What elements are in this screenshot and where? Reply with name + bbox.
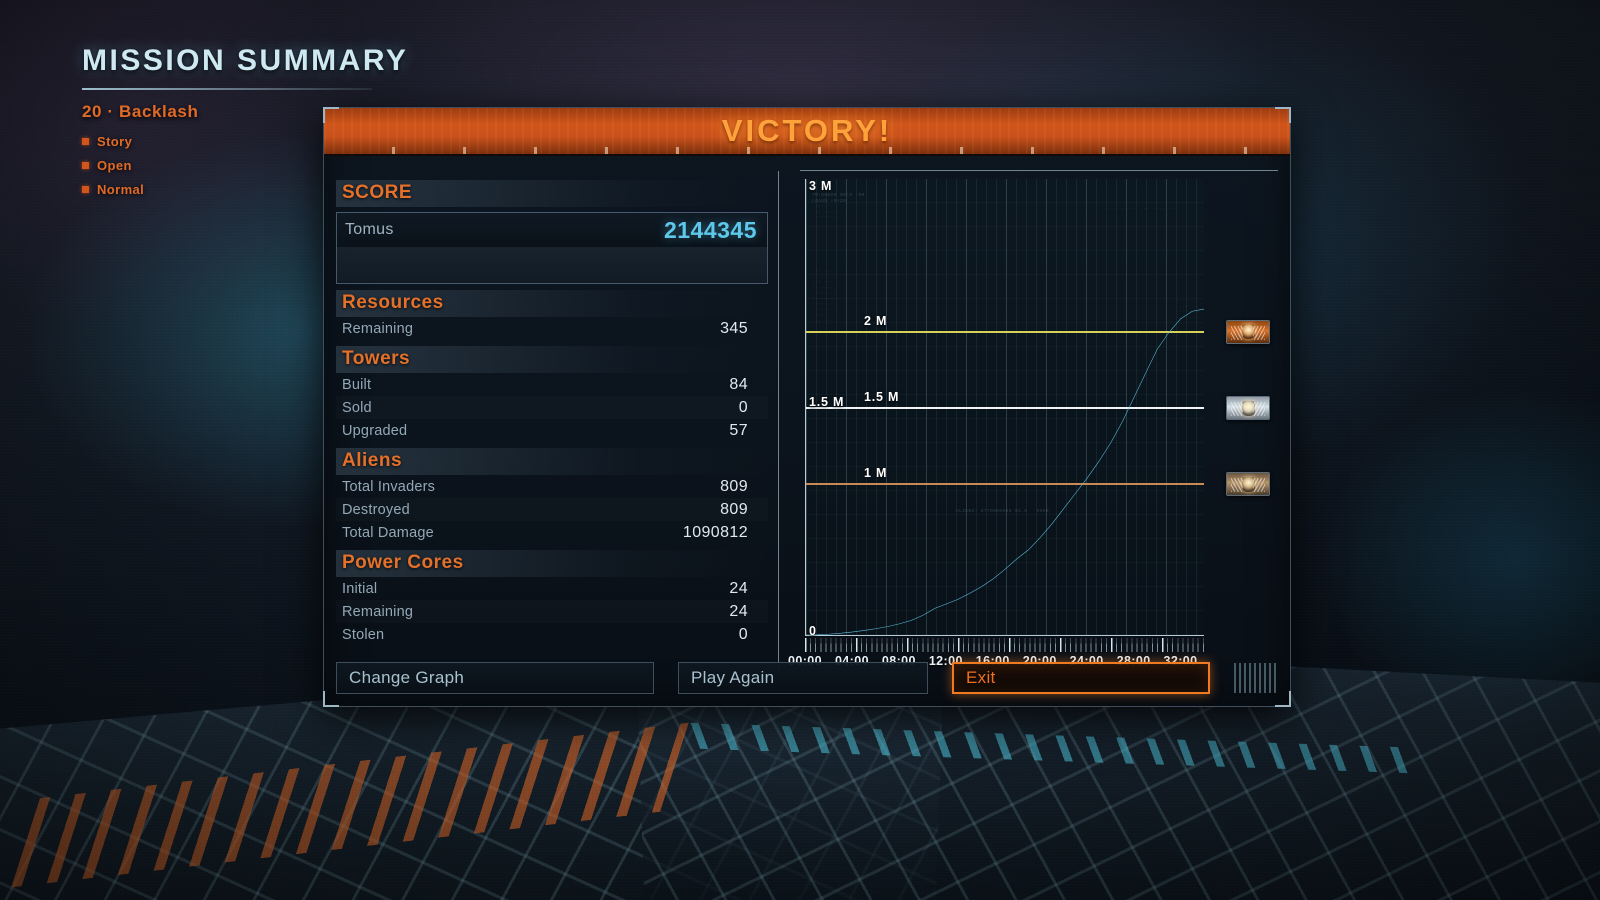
- medal-wing-left-icon: [1231, 478, 1243, 493]
- medal-badge-bronze: [1226, 472, 1270, 497]
- section-heading-resources: Resources: [336, 290, 768, 317]
- equalizer-decoration: [1234, 663, 1276, 693]
- corner-bracket-bottom-left: [323, 691, 339, 707]
- medal-core-icon: [1241, 324, 1255, 340]
- play-again-button[interactable]: Play Again: [678, 662, 928, 694]
- footer-buttons: Change Graph Play Again Exit: [336, 662, 1210, 694]
- stats-column: SCORE Tomus 2144345 Resources Remaining 34…: [336, 166, 768, 708]
- threshold-line-bronze: [806, 482, 1204, 485]
- mission-tag-label: Open: [97, 158, 132, 173]
- stat-value: 24: [729, 602, 748, 620]
- corner-bracket-bottom-right: [1275, 691, 1291, 707]
- bullet-square-icon: [82, 138, 89, 145]
- mission-name: 20 · Backlash: [82, 102, 199, 121]
- stat-row: Total Invaders 809: [336, 475, 768, 498]
- exit-button[interactable]: Exit: [952, 662, 1210, 694]
- change-graph-button[interactable]: Change Graph: [336, 662, 654, 694]
- section-heading-aliens: Aliens: [336, 448, 768, 475]
- y-axis-label: 1.5 M: [809, 395, 845, 409]
- mission-tag-normal: Normal: [82, 182, 412, 197]
- graph-frame: TM:00000 00:0 :00 LOAUD +0+20 ······· ··…: [778, 170, 1278, 670]
- medal-badge-silver: [1226, 396, 1270, 420]
- graph-x-ticks-major: [805, 638, 1204, 652]
- mission-tag-open: Open: [82, 158, 412, 173]
- stat-label: Destroyed: [342, 501, 410, 518]
- stat-value: 809: [720, 500, 748, 518]
- y-axis-label: 0: [809, 624, 817, 638]
- threshold-label-bronze: 1 M: [864, 465, 888, 480]
- score-player-value: 2144345: [663, 216, 757, 243]
- stat-value: 57: [729, 421, 748, 439]
- stat-value: 0: [738, 625, 748, 643]
- stat-row: Initial 24: [336, 577, 768, 600]
- y-axis-label: 3 M: [809, 179, 833, 193]
- stat-label: Initial: [342, 580, 378, 597]
- stat-value: 1090812: [682, 523, 748, 541]
- bullet-square-icon: [82, 186, 89, 193]
- mission-tag-label: Story: [97, 134, 133, 149]
- mission-header: MISSION SUMMARY 20 · Backlash Story Open N…: [82, 44, 412, 206]
- medal-core-icon: [1241, 476, 1255, 492]
- score-box: Tomus 2144345: [336, 212, 768, 284]
- stat-label: Built: [342, 376, 372, 393]
- victory-banner: VICTORY!: [324, 108, 1290, 156]
- score-curve: [806, 179, 1204, 635]
- medal-wing-right-icon: [1253, 325, 1265, 340]
- stat-label: Sold: [342, 399, 372, 416]
- mission-tag-list: Story Open Normal: [82, 134, 412, 197]
- stat-row: Stolen 0: [336, 623, 768, 646]
- graph-column: TM:00000 00:0 :00 LOAUD +0+20 ······· ··…: [778, 166, 1278, 708]
- dialog-footer: Change Graph Play Again Exit: [336, 660, 1278, 696]
- stat-value: 345: [720, 319, 748, 337]
- corner-bracket-top-right: [1275, 107, 1291, 123]
- section-heading-towers: Towers: [336, 346, 768, 373]
- medal-core-icon: [1241, 400, 1255, 416]
- medal-badge-gold: [1226, 319, 1270, 344]
- threshold-label-gold: 2 M: [864, 313, 888, 328]
- stat-row: Upgraded 57: [336, 419, 768, 442]
- threshold-label-silver: 1.5 M: [864, 390, 900, 404]
- stat-value: 809: [720, 477, 748, 495]
- stat-value: 24: [729, 579, 748, 597]
- score-graph-plot: TM:00000 00:0 :00 LOAUD +0+20 ······· ··…: [805, 179, 1204, 636]
- stat-row: Sold 0: [336, 396, 768, 419]
- stat-row: Remaining 345: [336, 317, 768, 340]
- stat-value: 84: [729, 375, 748, 393]
- stat-label: Remaining: [342, 320, 414, 337]
- bullet-square-icon: [82, 162, 89, 169]
- mission-tag-story: Story: [82, 134, 412, 149]
- section-heading-score: SCORE: [336, 180, 768, 207]
- section-heading-power-cores: Power Cores: [336, 550, 768, 577]
- stat-label: Remaining: [342, 603, 414, 620]
- banner-title: VICTORY!: [721, 113, 893, 148]
- title-divider: [82, 88, 372, 90]
- score-row-player: Tomus 2144345: [337, 213, 767, 247]
- score-row-empty: [337, 247, 767, 283]
- stat-label: Total Invaders: [342, 478, 436, 495]
- score-player-name: Tomus: [345, 221, 394, 238]
- stat-label: Total Damage: [342, 524, 434, 541]
- medal-wing-left-icon: [1231, 325, 1243, 340]
- stat-value: 0: [738, 398, 748, 416]
- threshold-line-silver: [806, 407, 1204, 409]
- medal-wing-right-icon: [1253, 402, 1265, 416]
- corner-bracket-top-left: [323, 107, 339, 123]
- threshold-line-gold: [806, 330, 1204, 333]
- page-title: MISSION SUMMARY: [82, 44, 409, 77]
- stat-label: Upgraded: [342, 422, 408, 439]
- stat-row: Remaining 24: [336, 600, 768, 623]
- mission-tag-label: Normal: [97, 182, 145, 197]
- mission-summary-dialog: VICTORY! SCORE Tomus 2144345 Resources Re…: [323, 107, 1291, 707]
- stat-sections: Resources Remaining 345 Towers Built 84 Sold 0 U…: [336, 290, 768, 646]
- stat-row: Total Damage 1090812: [336, 521, 768, 544]
- medal-wing-right-icon: [1253, 478, 1265, 493]
- stat-row: Destroyed 809: [336, 498, 768, 521]
- stat-label: Stolen: [342, 626, 385, 643]
- stat-row: Built 84: [336, 373, 768, 396]
- medal-wing-left-icon: [1231, 402, 1243, 416]
